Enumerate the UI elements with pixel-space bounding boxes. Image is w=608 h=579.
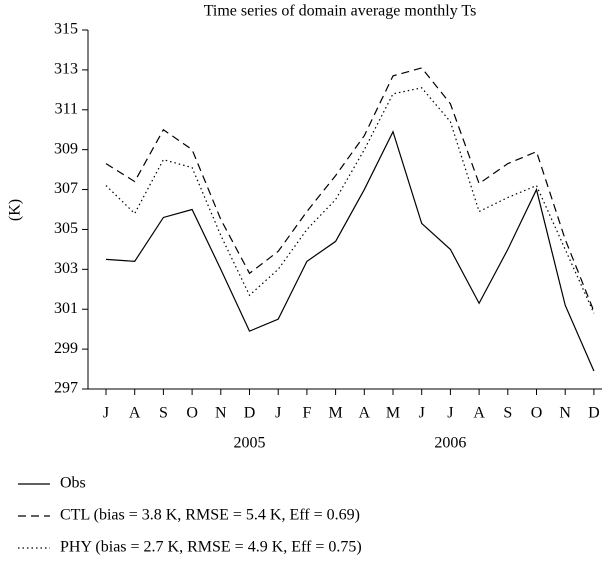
x-tick-label: J (103, 405, 109, 422)
x-tick-label: N (559, 405, 571, 422)
y-tick-label: 297 (54, 380, 78, 397)
x-tick-label: J (419, 405, 425, 422)
x-tick-label: J (275, 405, 281, 422)
x-tick-label: D (588, 405, 600, 422)
series-line (105, 130, 595, 372)
y-tick-label: 307 (54, 180, 78, 197)
legend-label: PHY (bias = 2.7 K, RMSE = 4.9 K, Eff = 0… (60, 539, 362, 556)
x-tick-label: O (531, 405, 543, 422)
y-tick-label: 313 (54, 61, 78, 78)
x-tick-label: A (129, 405, 141, 422)
year-label: 2005 (234, 435, 266, 452)
x-tick-label: S (503, 405, 512, 422)
x-tick-label: S (159, 405, 168, 422)
y-axis-label: (K) (7, 199, 24, 221)
y-tick-label: 301 (54, 300, 78, 317)
x-tick-label: M (328, 405, 342, 422)
y-tick-label: 309 (54, 140, 78, 157)
x-tick-label: A (359, 405, 371, 422)
x-tick-label: O (186, 405, 198, 422)
y-tick-label: 303 (54, 260, 78, 277)
x-tick-label: J (447, 405, 453, 422)
series-line (105, 87, 595, 314)
y-tick-label: 315 (54, 21, 78, 38)
x-tick-label: D (244, 405, 256, 422)
y-tick-label: 305 (54, 220, 78, 237)
x-tick-label: F (302, 405, 311, 422)
legend-label: CTL (bias = 3.8 K, RMSE = 5.4 K, Eff = 0… (60, 507, 360, 524)
x-tick-label: A (473, 405, 485, 422)
series-line (105, 67, 595, 312)
x-tick-label: N (215, 405, 227, 422)
x-tick-label: M (386, 405, 400, 422)
y-tick-label: 299 (54, 340, 78, 357)
year-label: 2006 (434, 435, 466, 452)
legend-label: Obs (60, 475, 86, 492)
y-tick-label: 311 (55, 100, 78, 117)
chart-title: Time series of domain average monthly Ts (204, 3, 477, 20)
